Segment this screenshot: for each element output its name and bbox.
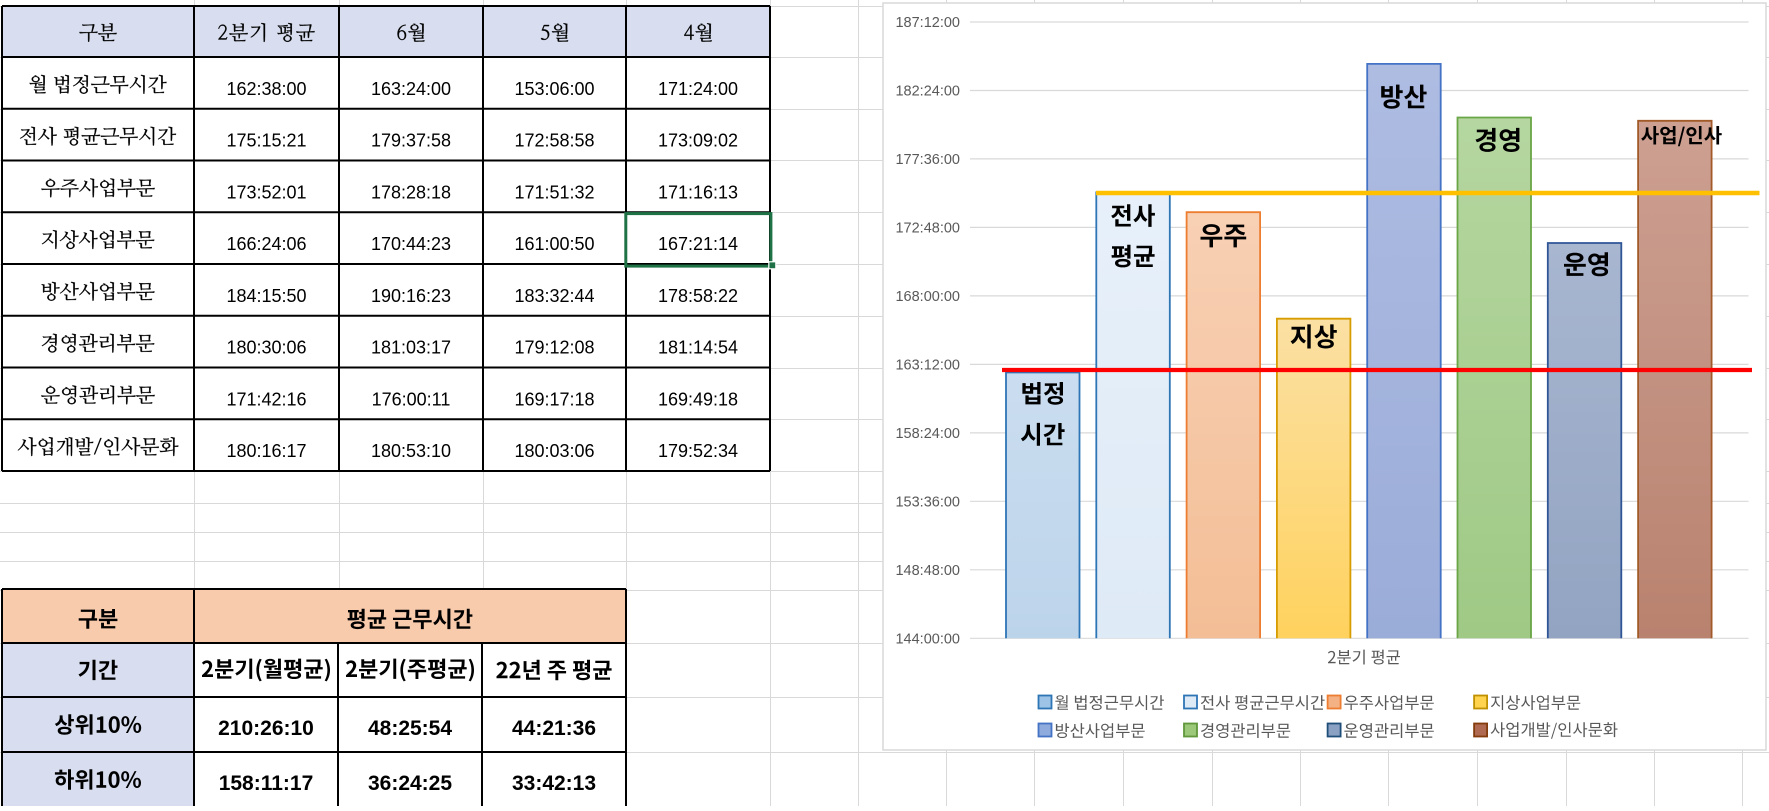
svg-text:36:24:25: 36:24:25 bbox=[368, 772, 452, 795]
svg-text:161:00:50: 161:00:50 bbox=[514, 234, 594, 254]
svg-text:153:06:00: 153:06:00 bbox=[514, 79, 594, 99]
svg-text:184:15:50: 184:15:50 bbox=[226, 286, 306, 306]
svg-text:180:03:06: 180:03:06 bbox=[514, 441, 594, 461]
svg-text:180:30:06: 180:30:06 bbox=[226, 338, 306, 358]
svg-text:33:42:13: 33:42:13 bbox=[512, 772, 596, 795]
svg-text:148:48:00: 148:48:00 bbox=[895, 563, 960, 579]
svg-text:173:09:02: 173:09:02 bbox=[658, 131, 738, 151]
svg-text:169:49:18: 169:49:18 bbox=[658, 389, 738, 409]
svg-text:158:24:00: 158:24:00 bbox=[895, 426, 960, 442]
svg-text:182:24:00: 182:24:00 bbox=[895, 84, 960, 100]
svg-text:178:58:22: 178:58:22 bbox=[658, 286, 738, 306]
svg-text:179:52:34: 179:52:34 bbox=[658, 441, 738, 461]
svg-text:171:51:32: 171:51:32 bbox=[514, 182, 594, 202]
svg-text:166:24:06: 166:24:06 bbox=[226, 234, 306, 254]
svg-text:162:38:00: 162:38:00 bbox=[226, 79, 306, 99]
svg-text:171:16:13: 171:16:13 bbox=[658, 182, 738, 202]
svg-text:44:21:36: 44:21:36 bbox=[512, 717, 596, 740]
svg-text:170:44:23: 170:44:23 bbox=[371, 234, 451, 254]
svg-text:163:12:00: 163:12:00 bbox=[895, 357, 960, 373]
svg-text:172:58:58: 172:58:58 bbox=[514, 131, 594, 151]
svg-text:183:32:44: 183:32:44 bbox=[514, 286, 594, 306]
svg-text:187:12:00: 187:12:00 bbox=[895, 15, 960, 31]
svg-text:177:36:00: 177:36:00 bbox=[895, 152, 960, 168]
svg-text:179:37:58: 179:37:58 bbox=[371, 131, 451, 151]
svg-text:181:14:54: 181:14:54 bbox=[658, 338, 738, 358]
svg-text:171:24:00: 171:24:00 bbox=[658, 79, 738, 99]
svg-text:168:00:00: 168:00:00 bbox=[895, 289, 960, 305]
svg-text:181:03:17: 181:03:17 bbox=[371, 338, 451, 358]
svg-text:180:16:17: 180:16:17 bbox=[226, 441, 306, 461]
svg-text:180:53:10: 180:53:10 bbox=[371, 441, 451, 461]
svg-text:144:00:00: 144:00:00 bbox=[895, 631, 960, 647]
svg-text:48:25:54: 48:25:54 bbox=[368, 717, 452, 740]
svg-text:173:52:01: 173:52:01 bbox=[226, 182, 306, 202]
svg-text:190:16:23: 190:16:23 bbox=[371, 286, 451, 306]
svg-text:178:28:18: 178:28:18 bbox=[371, 182, 451, 202]
svg-text:179:12:08: 179:12:08 bbox=[514, 338, 594, 358]
svg-text:176:00:11: 176:00:11 bbox=[372, 389, 451, 409]
svg-text:171:42:16: 171:42:16 bbox=[226, 389, 306, 409]
svg-text:210:26:10: 210:26:10 bbox=[218, 717, 314, 740]
svg-text:153:36:00: 153:36:00 bbox=[895, 494, 960, 510]
svg-text:169:17:18: 169:17:18 bbox=[514, 389, 594, 409]
svg-text:175:15:21: 175:15:21 bbox=[226, 131, 306, 151]
svg-text:163:24:00: 163:24:00 bbox=[371, 79, 451, 99]
svg-text:172:48:00: 172:48:00 bbox=[895, 220, 960, 236]
svg-text:167:21:14: 167:21:14 bbox=[658, 234, 738, 254]
svg-text:158:11:17: 158:11:17 bbox=[219, 772, 314, 795]
